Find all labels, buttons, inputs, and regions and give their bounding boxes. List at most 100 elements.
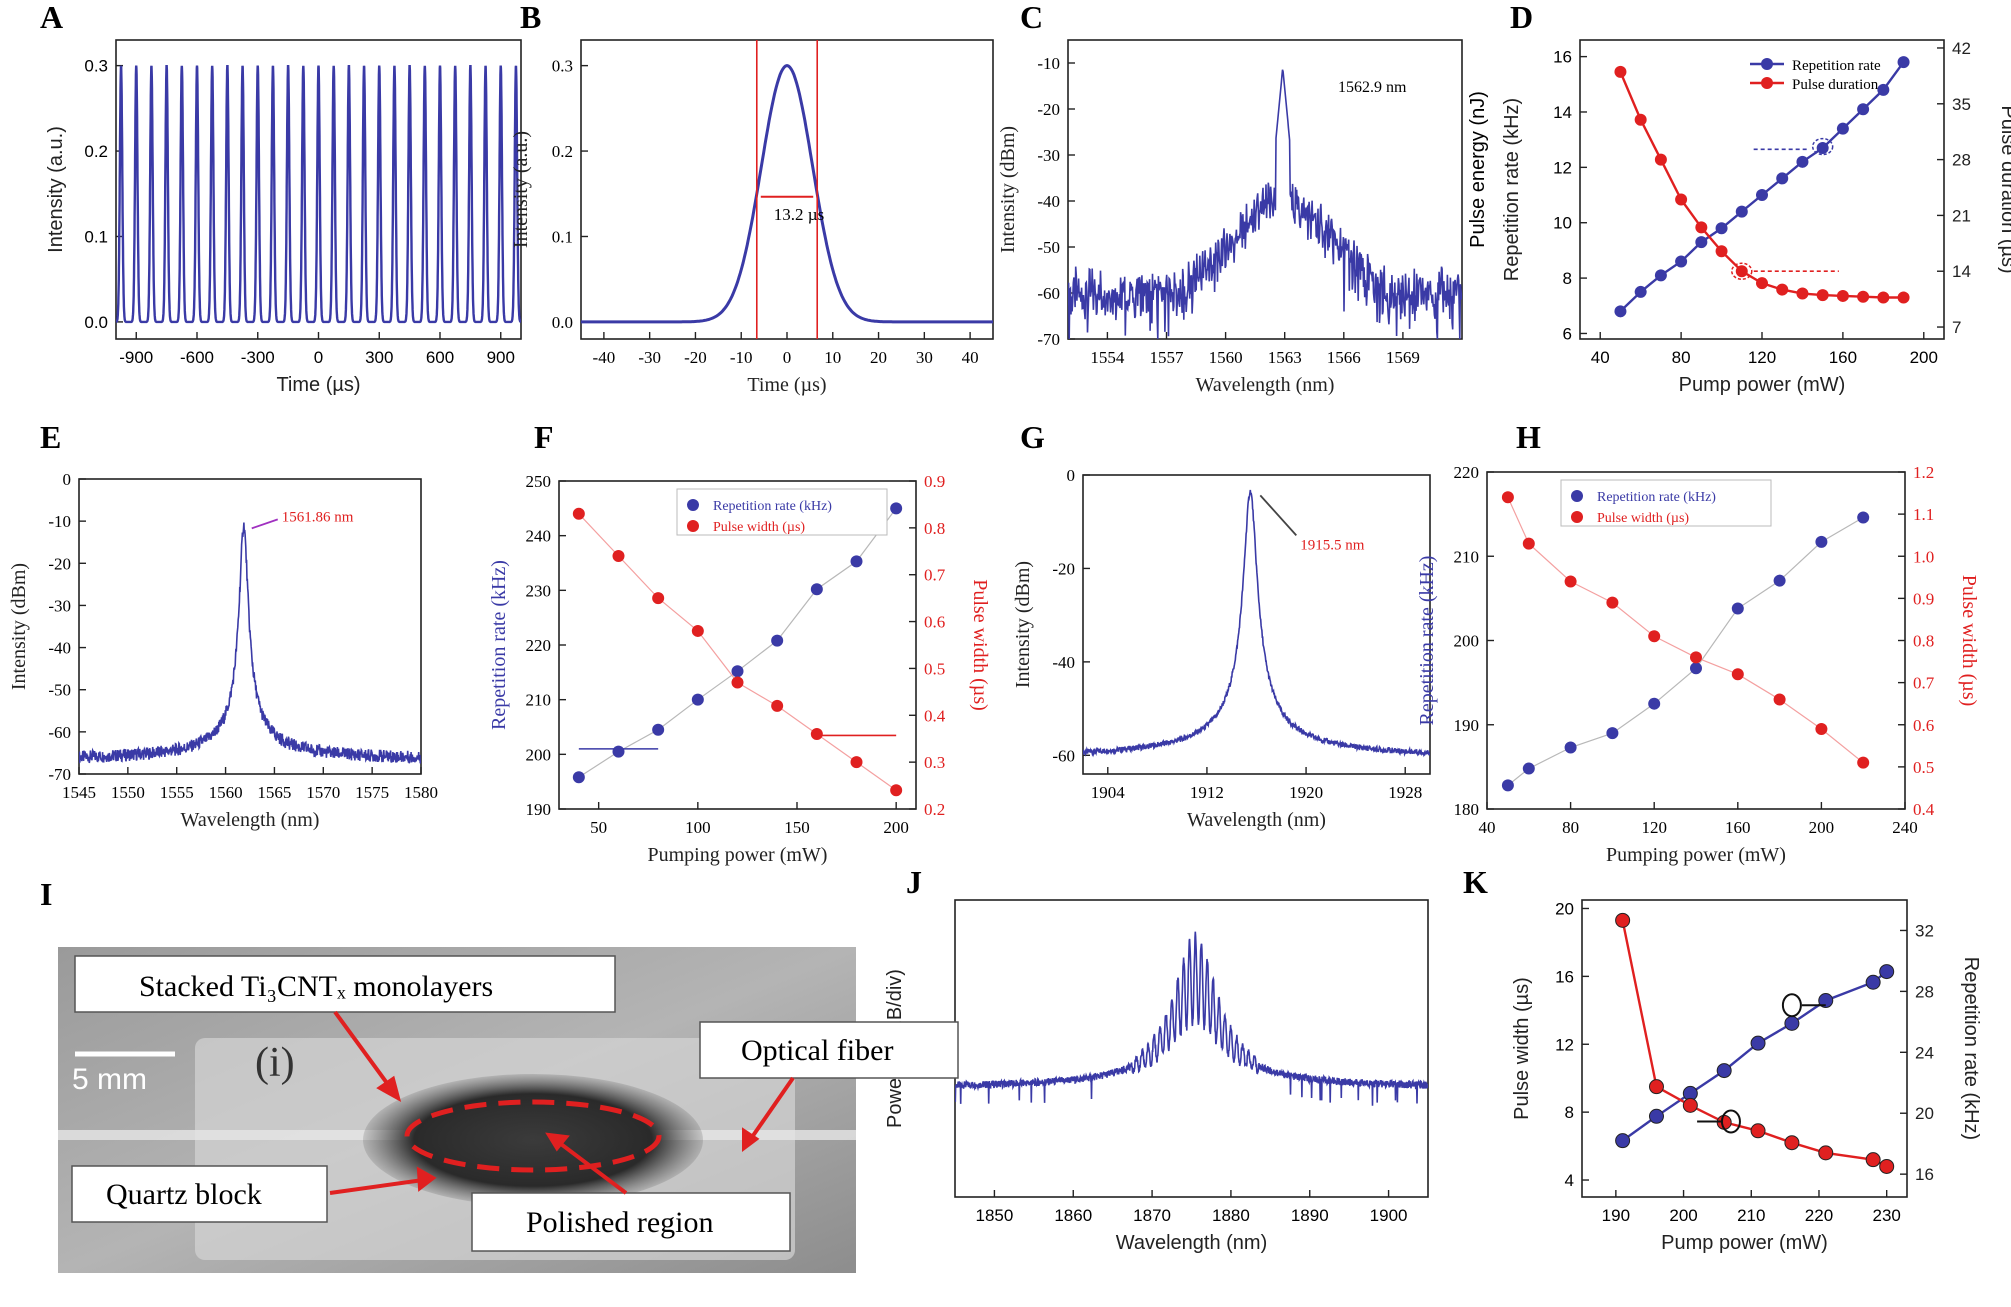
data-point-red: [1865, 1152, 1881, 1168]
y-tick-label: 8: [1563, 269, 1572, 288]
y-tick-label: 190: [526, 800, 552, 819]
y-tick-label: -60: [48, 723, 71, 742]
data-point-red: [1682, 1097, 1698, 1113]
y-tick-label: 0.0: [84, 313, 108, 332]
series-spectrum: [1083, 489, 1430, 758]
y-axis-label: Intensity (dBm): [1012, 561, 1034, 688]
data-point-red: [1690, 651, 1702, 664]
data-point-red: [890, 784, 903, 797]
y-tick-label: 220: [526, 636, 552, 655]
x-tick-label: 40: [1479, 818, 1496, 837]
legend-marker: [1761, 77, 1773, 89]
x-tick-label: 1880: [1212, 1206, 1250, 1225]
y-right-tick-label: 0.7: [1913, 674, 1935, 693]
y-tick-label: 10: [1553, 214, 1572, 233]
y-right-tick-label: 0.4: [1913, 800, 1935, 819]
data-point-blue: [731, 665, 744, 678]
x-tick-label: 1870: [1133, 1206, 1171, 1225]
plot-area: [79, 522, 421, 764]
y-right-axis-label: Pulse width (µs): [1958, 575, 1980, 707]
x-axis-label: Pumping power (mW): [648, 844, 828, 866]
x-tick-label: 1890: [1291, 1206, 1329, 1225]
y-tick-label: 14: [1553, 103, 1572, 122]
x-tick-label: 40: [962, 348, 979, 367]
y-right-tick-label: 0.6: [924, 613, 945, 632]
x-tick-label: 220: [1805, 1206, 1833, 1225]
data-point-blue: [1756, 189, 1768, 202]
data-point-red: [850, 756, 863, 769]
data-point-red: [1857, 756, 1870, 769]
y-tick-label: 0: [63, 470, 72, 489]
data-point-red: [1756, 277, 1768, 290]
legend-label: Pulse width (µs): [1597, 511, 1689, 526]
data-point-red: [1857, 290, 1870, 303]
x-tick-label: 200: [1809, 818, 1835, 837]
y-axis-label: Repetition rate (kHz): [1501, 98, 1523, 281]
plot-frame: [954, 899, 1429, 1198]
data-point-red: [1877, 291, 1890, 304]
y-right-axis-label: Repetition rate (kHz): [1960, 957, 1982, 1140]
data-point-red: [1522, 537, 1535, 550]
y-tick-label: -60: [1037, 284, 1060, 303]
photo-panel-i: 5 mm (i) Stacked Ti₃CNTₓ monolayers Opti…: [58, 947, 959, 1273]
x-tick-label: 80: [1672, 348, 1691, 367]
y-tick-label: 220: [1454, 463, 1480, 482]
y-tick-label: -30: [48, 596, 71, 615]
x-axis-label: Wavelength (nm): [181, 809, 320, 831]
series-line-0: [578, 507, 897, 778]
data-point-blue: [1735, 205, 1748, 218]
x-tick-label: 1900: [1370, 1206, 1408, 1225]
panel-letter-e: E: [40, 419, 61, 455]
data-point-blue: [691, 693, 704, 706]
chart-k: 190 200 210 220 230 4 8 12 16 20 16 20 24 28 32 Pump po…: [1511, 899, 1982, 1254]
data-point-red: [1784, 1135, 1800, 1151]
data-point-blue: [572, 771, 585, 784]
data-point-blue: [1818, 993, 1834, 1009]
data-point-red: [1735, 265, 1748, 278]
data-point-red: [1648, 1079, 1664, 1095]
data-point-blue: [1715, 222, 1728, 235]
y-axis-label: Intensity (a.u.): [510, 131, 532, 248]
data-point-blue: [652, 723, 665, 736]
x-tick-label: 1860: [1054, 1206, 1092, 1225]
data-point-blue: [1648, 1108, 1664, 1124]
panel-letter-b: B: [520, 0, 541, 35]
series-spectrum: [79, 522, 421, 764]
y-tick-label: 240: [526, 527, 552, 546]
x-tick-label: 200: [1910, 348, 1938, 367]
data-point-blue: [1634, 285, 1647, 298]
data-point-red: [1815, 722, 1828, 735]
chart-a: -900 -600 -300 0 300 600 900 0.0 0.1 0.2 0.3 Time (…: [45, 39, 522, 396]
y-right-tick-label: 1.1: [1913, 505, 1934, 524]
legend-box: [1560, 479, 1772, 527]
x-tick-label: 190: [1602, 1206, 1630, 1225]
y-tick-label: 0: [1067, 466, 1076, 485]
x-tick-label: 100: [685, 818, 711, 837]
label-box-stacked: [74, 955, 616, 1013]
y-right-tick-label: 7: [1952, 318, 1961, 337]
wavelength-annotation: 1562.9 nm: [1338, 79, 1407, 96]
y-tick-label: 0.1: [84, 227, 108, 246]
data-point-blue: [1857, 511, 1870, 524]
y-tick-label: -50: [1037, 238, 1060, 257]
series-line-0: [1507, 516, 1864, 786]
data-point-blue: [1615, 1133, 1631, 1149]
y-tick-label: 12: [1555, 1035, 1574, 1054]
x-tick-label: 1550: [111, 783, 145, 802]
y-right-tick-label: 0.8: [1913, 632, 1934, 651]
data-point-blue: [1773, 574, 1786, 587]
chart-g: 1904 1912 1920 1928 0 -20 -40 -60 Wavelength (nm…: [1012, 466, 1431, 831]
ti3cn-blob: [363, 1074, 703, 1206]
y-tick-label: -10: [1037, 54, 1060, 73]
data-point-blue: [1796, 155, 1809, 168]
x-tick-label: -600: [180, 348, 214, 367]
y-tick-label: -70: [1037, 330, 1060, 349]
plot-area: [116, 65, 521, 324]
y-tick-label: -20: [1052, 559, 1075, 578]
y-tick-label: -30: [1037, 146, 1060, 165]
plot-area: [1507, 497, 1864, 786]
data-point-blue: [1654, 269, 1667, 282]
series-pulse-train: [116, 65, 521, 324]
x-tick-label: 80: [1562, 818, 1579, 837]
data-point-red: [1614, 65, 1627, 78]
